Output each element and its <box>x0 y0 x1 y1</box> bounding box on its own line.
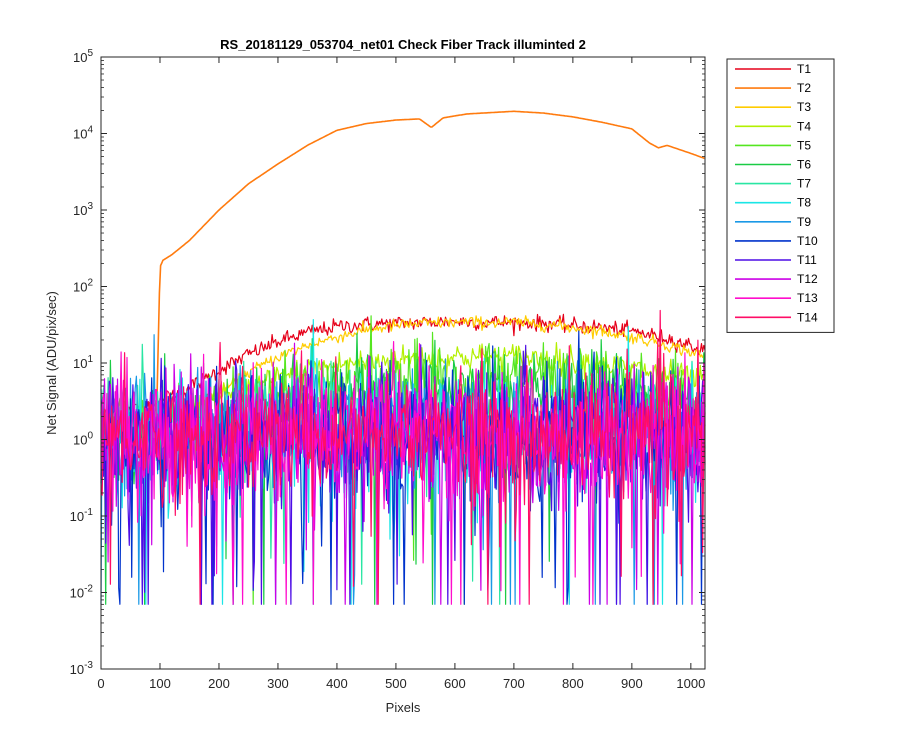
series-layer <box>100 110 706 605</box>
y-tick-label: 104 <box>73 125 93 142</box>
series-line-t14 <box>100 309 706 605</box>
x-tick-label: 100 <box>149 676 171 691</box>
legend-label-t6: T6 <box>797 158 811 172</box>
chart-title: RS_20181129_053704_net01 Check Fiber Tra… <box>220 37 586 52</box>
legend-label-t7: T7 <box>797 177 811 191</box>
legend-box <box>726 58 835 333</box>
legend-label-t13: T13 <box>797 291 818 305</box>
y-tick-label: 10-1 <box>70 507 94 524</box>
x-tick-label: 500 <box>385 676 407 691</box>
y-tick-label: 105 <box>73 48 93 65</box>
y-tick-label: 10-2 <box>70 584 94 601</box>
x-tick-label: 800 <box>562 676 584 691</box>
legend-label-t11: T11 <box>797 253 817 267</box>
x-axis-label: Pixels <box>386 700 421 715</box>
plot-area <box>101 57 705 669</box>
legend-label-t10: T10 <box>797 234 818 248</box>
legend-label-t5: T5 <box>797 138 811 152</box>
y-tick-label: 102 <box>73 278 93 295</box>
y-tick-label: 100 <box>73 431 93 448</box>
x-tick-label: 900 <box>621 676 643 691</box>
x-tick-label: 700 <box>503 676 525 691</box>
x-tick-label: 0 <box>97 676 104 691</box>
legend-label-t3: T3 <box>797 100 811 114</box>
plot-background <box>101 57 705 669</box>
legend-label-t14: T14 <box>797 310 818 324</box>
x-tick-label: 200 <box>208 676 230 691</box>
axes-layer: 0 100 200 300 400 500 600 700 800 900 1000 10-3 10-2… <box>70 48 706 691</box>
legend: T1 T2 T3 T4 T5 T6 T7 T8 T9 T10 T11 T12 T13 T14 <box>726 58 835 333</box>
y-axis-label: Net Signal (ADU/pix/sec) <box>44 291 59 435</box>
y-tick-label: 101 <box>73 354 93 371</box>
legend-label-t12: T12 <box>797 272 818 286</box>
legend-label-t1: T1 <box>797 62 811 76</box>
x-tick-label: 300 <box>267 676 289 691</box>
x-tick-label: 600 <box>444 676 466 691</box>
x-tick-label: 1000 <box>676 676 705 691</box>
legend-label-t2: T2 <box>797 81 811 95</box>
y-tick-label: 10-3 <box>70 660 94 677</box>
legend-label-t4: T4 <box>797 119 811 133</box>
series-line-t2 <box>156 110 705 398</box>
y-tick-label: 103 <box>73 201 93 218</box>
x-tick-label: 400 <box>326 676 348 691</box>
legend-label-t9: T9 <box>797 215 811 229</box>
legend-label-t8: T8 <box>797 196 811 210</box>
